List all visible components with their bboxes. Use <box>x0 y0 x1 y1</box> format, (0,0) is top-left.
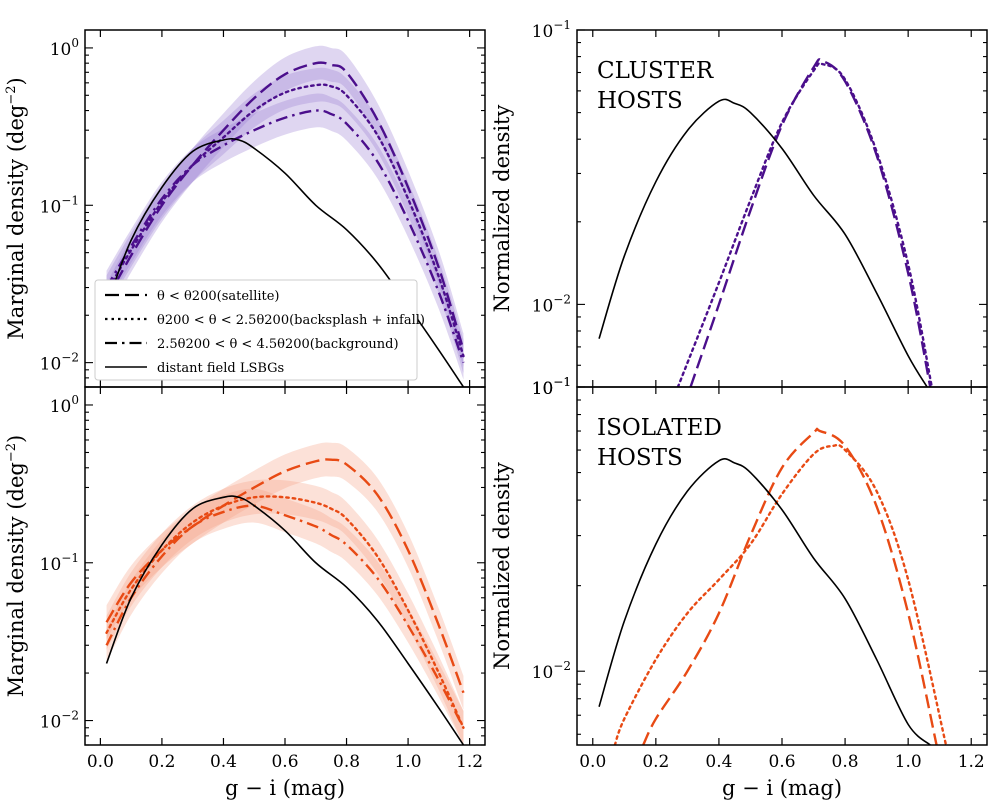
band-backsplash-infall <box>106 479 464 745</box>
x-axis-title: g − i (mag) <box>722 776 842 800</box>
band-satellite <box>106 45 464 368</box>
y-axis-title: Normalized density <box>490 105 514 313</box>
series-line-satellite <box>642 427 938 745</box>
y-tick-label: 10−2 <box>532 292 571 316</box>
series-line-backsplash-infall <box>613 443 948 745</box>
x-tick-label: 0.8 <box>832 752 859 772</box>
plot-area <box>105 45 465 387</box>
legend: θ < θ200(satellite) θ200 < θ < 2.5θ200(ba… <box>94 279 425 381</box>
x-tick-label: 1.2 <box>958 752 985 772</box>
x-tick-label: 1.0 <box>895 752 922 772</box>
panel-annotation: ISOLATED <box>597 415 722 441</box>
y-axis-title: Marginal density (deg−2) <box>4 77 28 339</box>
band-background <box>106 93 464 380</box>
x-tick-label: 0.0 <box>579 752 606 772</box>
panel-cluster-marginal: 100 10−1 10−2 Marginal density (deg−2) θ < θ… <box>4 29 486 388</box>
panel-annotation: CLUSTER <box>597 58 714 84</box>
y-tick-label: 10−2 <box>532 659 571 683</box>
y-axis-title: Normalized density <box>490 462 514 670</box>
series-line-satellite <box>689 58 932 387</box>
series-line-satellite <box>105 458 465 694</box>
plot-area <box>598 58 934 387</box>
panel-annotation: HOSTS <box>597 445 683 471</box>
y-tick-label: 10−1 <box>532 375 571 399</box>
series-line-backsplash-infall <box>105 495 465 729</box>
y-axis-title: Marginal density (deg−2) <box>4 435 28 697</box>
y-tick-label: 10−1 <box>532 375 571 399</box>
plot-area <box>105 442 465 745</box>
legend-label: θ200 < θ < 2.5θ200(backsplash + infall) <box>157 313 425 328</box>
plot-area <box>598 427 948 745</box>
panel-isolated-normalized: 0.0 0.2 0.4 0.6 0.8 1.0 1.2 10−1 10−2 Normalized … <box>490 375 988 800</box>
x-tick-label: 0.6 <box>271 752 298 772</box>
y-tick-label: 10−1 <box>40 551 79 575</box>
x-axis-title: g − i (mag) <box>225 776 345 800</box>
series-line-backsplash-infall <box>105 83 465 358</box>
legend-label: 2.5θ200 < θ < 4.5θ200(background) <box>157 337 399 352</box>
legend-box <box>94 279 418 381</box>
x-tick-label: 1.2 <box>456 752 483 772</box>
panel-isolated-marginal: 0.0 0.2 0.4 0.6 0.8 1.0 1.2 100 10−1 10−2 Marginal… <box>4 386 486 800</box>
y-tick-label: 10−2 <box>40 351 79 375</box>
x-tick-label: 1.0 <box>395 752 422 772</box>
legend-label: distant field LSBGs <box>157 361 284 376</box>
series-line-backsplash-infall <box>676 61 934 387</box>
series-line-background <box>105 109 465 364</box>
x-tick-label: 0.2 <box>642 752 669 772</box>
legend-label: θ < θ200(satellite) <box>157 289 280 304</box>
series-line-distant-field-lsbgs <box>598 458 931 745</box>
x-tick-label: 0.6 <box>768 752 795 772</box>
x-tick-label: 0.4 <box>210 752 237 772</box>
x-tick-label: 0.4 <box>705 752 732 772</box>
series-line-background <box>105 504 465 729</box>
series-line-distant-field-lsbgs <box>105 495 465 745</box>
y-tick-label: 10−1 <box>532 18 571 42</box>
y-tick-label: 100 <box>50 36 79 60</box>
y-tick-label: 10−2 <box>40 709 79 733</box>
band-satellite <box>106 442 464 710</box>
panel-cluster-normalized: 10−1 10−2 10−1 Normalized density CLUSTER HOS… <box>490 18 988 399</box>
panel-annotation: HOSTS <box>597 88 683 114</box>
series-line-distant-field-lsbgs <box>598 98 928 387</box>
x-tick-label: 0.2 <box>148 752 175 772</box>
x-tick-label: 0.0 <box>87 752 114 772</box>
y-tick-label: 100 <box>50 393 79 417</box>
y-tick-label: 10−1 <box>40 193 79 217</box>
band-background <box>106 488 464 745</box>
x-tick-label: 0.8 <box>333 752 360 772</box>
series-line-satellite <box>105 61 465 351</box>
band-backsplash-infall <box>106 67 464 373</box>
